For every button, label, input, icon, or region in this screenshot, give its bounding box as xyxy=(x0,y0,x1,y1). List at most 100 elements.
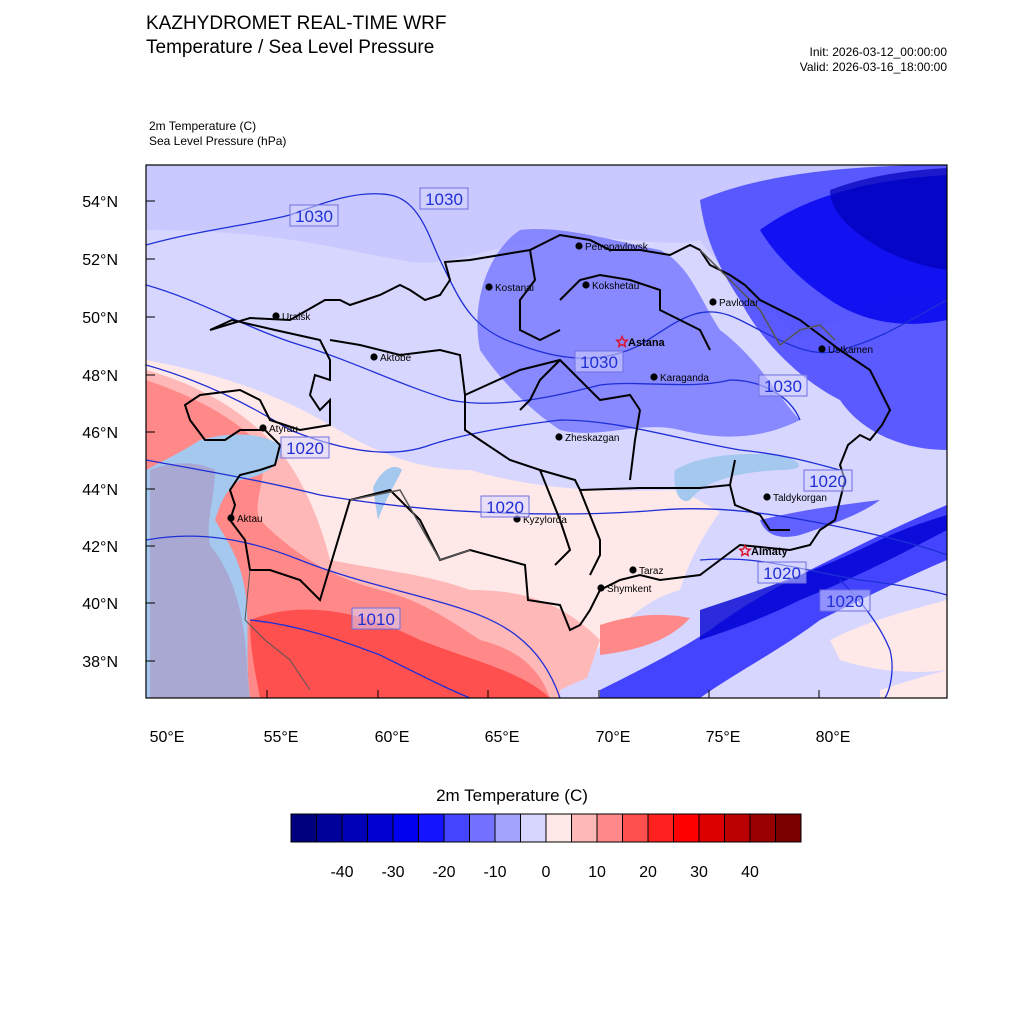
colorbar-title: 2m Temperature (C) xyxy=(436,786,588,805)
lat-label: 48°N xyxy=(82,368,118,385)
lat-label: 54°N xyxy=(82,194,118,211)
city-dot-icon xyxy=(582,281,590,289)
isobar-label-text: 1020 xyxy=(763,564,801,583)
lat-label: 52°N xyxy=(82,252,118,269)
city-dot-icon xyxy=(575,242,583,250)
city-label: Pavlodar xyxy=(719,298,759,309)
city-dot-icon xyxy=(272,312,280,320)
variable-legend: 2m Temperature (C) Sea Level Pressure (h… xyxy=(149,119,286,149)
city-dot-icon xyxy=(818,345,826,353)
isobars xyxy=(146,193,947,698)
city-label: Taraz xyxy=(639,566,663,577)
isobar-label-text: 1030 xyxy=(425,190,463,209)
page-subtitle: Temperature / Sea Level Pressure xyxy=(146,37,435,58)
isobar-label-text: 1020 xyxy=(486,498,524,517)
pressure-variable-label: Sea Level Pressure (hPa) xyxy=(149,134,287,148)
lon-label: 80°E xyxy=(816,729,851,746)
city-dot-icon xyxy=(629,566,637,574)
city-pavlodar: Pavlodar xyxy=(709,298,759,309)
isobar-label: 1020 xyxy=(757,561,807,584)
isobar-label-text: 1010 xyxy=(357,610,395,629)
isobar-label-box xyxy=(574,350,624,373)
isobar-label: 1030 xyxy=(419,187,469,210)
city-label: Zheskazgan xyxy=(565,433,619,444)
isobar-label-box xyxy=(480,495,530,518)
capital-star-icon xyxy=(738,543,752,557)
isobar-label: 1030 xyxy=(758,374,808,397)
city-aktau: Aktau xyxy=(227,514,263,525)
city-almaty: Almaty xyxy=(738,543,789,558)
city-label: Aktau xyxy=(237,514,263,525)
borders xyxy=(183,233,892,691)
lon-label: 60°E xyxy=(375,729,410,746)
city-label: Almaty xyxy=(751,546,789,558)
isobar-label-box xyxy=(803,469,853,492)
city-label: Kyzylorda xyxy=(523,515,567,526)
isobar-label-box xyxy=(419,187,469,210)
lon-label: 55°E xyxy=(264,729,299,746)
isobar-label-text: 1030 xyxy=(580,353,618,372)
map-axes: 50°E 55°E 60°E 65°E 70°E 75°E 80°E 54°N 52°N 50°N… xyxy=(82,194,850,746)
page-title: KAZHYDROMET REAL-TIME WRF xyxy=(146,13,447,34)
isobar-label: 1020 xyxy=(819,589,871,612)
isobar-label: 1010 xyxy=(351,607,401,630)
run-info: Init: 2026-03-12_00:00:00 Valid: 2026-03… xyxy=(800,45,947,75)
lon-label: 50°E xyxy=(150,729,185,746)
city-label: Ustkamen xyxy=(828,345,873,356)
lat-label: 46°N xyxy=(82,425,118,442)
city-dot-icon xyxy=(227,514,235,522)
city-atyrau: Atyrau xyxy=(259,424,298,435)
isobar-label: 1020 xyxy=(480,495,530,518)
lat-label: 50°N xyxy=(82,310,118,327)
isobar-label: 1030 xyxy=(289,204,339,227)
lon-label: 75°E xyxy=(706,729,741,746)
city-label: Shymkent xyxy=(607,584,652,595)
lat-label: 44°N xyxy=(82,482,118,499)
city-dot-icon xyxy=(763,493,771,501)
city-label: Kostanai xyxy=(495,283,534,294)
city-label: Uralsk xyxy=(282,312,311,323)
isobar-label-box xyxy=(351,607,401,630)
capital-star-icon xyxy=(615,334,629,348)
city-dot-icon xyxy=(259,424,267,432)
city-dot-icon xyxy=(650,373,658,381)
city-dot-icon xyxy=(370,353,378,361)
isobar-label-text: 1020 xyxy=(826,592,864,611)
isobar-label-text: 1020 xyxy=(286,439,324,458)
city-dot-icon xyxy=(485,283,493,291)
city-label: Kokshetau xyxy=(592,281,639,292)
city-markers: Petropavlovsk Kostanai Kokshetau Pavlodar Ur… xyxy=(227,242,873,595)
city-zheskazgan: Zheskazgan xyxy=(555,433,619,444)
isobar-labels: 1030 1030 1030 1030 1020 1020 1020 1020 1020 1010 xyxy=(280,187,871,630)
lat-label: 42°N xyxy=(82,539,118,556)
city-label: Taldykorgan xyxy=(773,493,827,504)
city-dot-icon xyxy=(597,584,605,592)
city-aktobe: Aktobe xyxy=(370,353,412,364)
valid-time: Valid: 2026-03-16_18:00:00 xyxy=(799,60,947,74)
city-uralsk: Uralsk xyxy=(272,312,311,323)
lon-label: 70°E xyxy=(596,729,631,746)
city-label: Astana xyxy=(628,337,666,349)
city-label: Atyrau xyxy=(269,424,298,435)
city-label: Karaganda xyxy=(660,373,709,384)
city-astana: Astana xyxy=(615,334,666,349)
city-karaganda: Karaganda xyxy=(650,373,709,384)
temperature-variable-label: 2m Temperature (C) xyxy=(149,119,257,133)
city-dot-icon xyxy=(709,298,717,306)
isobar-label-box xyxy=(819,589,871,612)
isobar-label-box xyxy=(280,436,330,459)
city-label: Aktobe xyxy=(380,353,412,364)
isobar-label-text: 1030 xyxy=(295,207,333,226)
lat-label: 40°N xyxy=(82,596,118,613)
isobar-label: 1020 xyxy=(803,469,853,492)
lon-label: 65°E xyxy=(485,729,520,746)
city-kokshetau: Kokshetau xyxy=(582,281,639,292)
city-ustkamen: Ustkamen xyxy=(818,345,873,356)
lat-label: 38°N xyxy=(82,654,118,671)
isobar-label-box xyxy=(758,374,808,397)
isobar-label: 1030 xyxy=(574,350,624,373)
city-taldykorgan: Taldykorgan xyxy=(763,493,827,504)
city-shymkent: Shymkent xyxy=(597,584,652,595)
city-dot-icon xyxy=(555,433,563,441)
